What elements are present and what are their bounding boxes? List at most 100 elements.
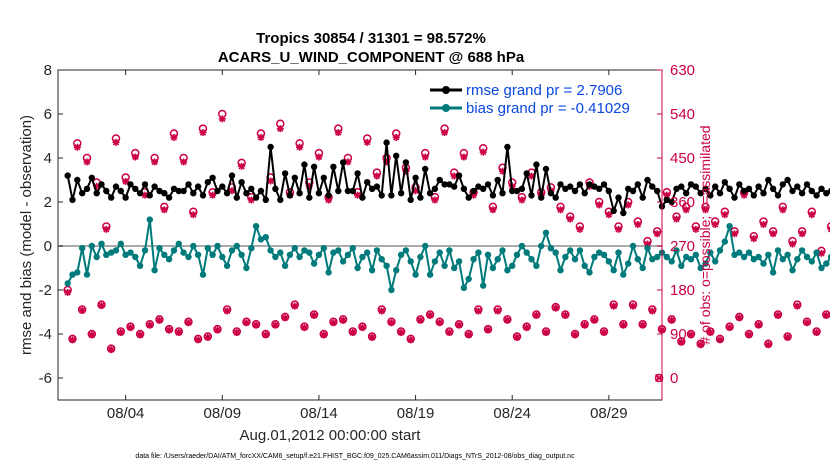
obs-assimilated-marker — [503, 316, 511, 324]
rmse-marker — [740, 187, 748, 195]
obs-assimilated-stroke — [354, 191, 361, 199]
rmse-marker — [417, 194, 424, 201]
obs-assimilated-marker — [358, 324, 366, 332]
obs-assimilated-stroke — [702, 206, 709, 213]
bias-marker — [697, 264, 704, 272]
obs-assimilated-marker — [566, 215, 574, 223]
rmse-marker — [180, 187, 187, 195]
bias-marker — [330, 249, 337, 256]
rmse-marker — [69, 196, 76, 203]
obs-assimilated-stroke — [320, 331, 327, 339]
rmse-marker — [378, 192, 385, 199]
bias-marker — [576, 247, 584, 254]
rmse-marker — [480, 185, 487, 192]
obs-assimilated-stroke — [422, 153, 429, 161]
rmse-marker — [267, 143, 274, 151]
obs-assimilated-marker — [112, 138, 120, 146]
obs-assimilated-stroke — [460, 153, 468, 161]
bias-marker — [808, 258, 815, 265]
obs-assimilated-stroke — [639, 322, 646, 329]
obs-assimilated-stroke — [344, 158, 352, 166]
rmse-marker — [286, 192, 294, 199]
obs-assimilated-stroke — [736, 314, 743, 322]
bias-marker — [79, 245, 86, 252]
bias-marker — [533, 262, 540, 269]
obs-assimilated-marker — [682, 206, 690, 214]
obs-assimilated-stroke — [654, 230, 661, 237]
bias-marker — [393, 267, 400, 274]
obs-assimilated-stroke — [716, 336, 724, 344]
plot-area — [57, 69, 663, 401]
bias-marker — [151, 267, 158, 274]
obs-assimilated-marker — [281, 314, 289, 322]
obs-assimilated-stroke — [649, 307, 656, 315]
obs-assimilated-stroke — [615, 226, 622, 233]
bias-marker — [286, 251, 294, 258]
rmse-marker — [538, 194, 545, 201]
obs-assimilated-stroke — [378, 307, 385, 315]
rmse-marker — [542, 165, 550, 173]
obs-assimilated-marker — [310, 311, 318, 319]
y-tick-label-right: 360 — [670, 194, 695, 211]
obs-assimilated-marker — [706, 329, 714, 337]
bias-marker — [784, 251, 791, 258]
rmse-marker — [571, 187, 579, 195]
obs-assimilated-stroke — [755, 322, 762, 329]
bias-marker — [407, 258, 414, 265]
obs-assimilated-stroke — [136, 331, 144, 339]
obs-assimilated-marker — [808, 211, 816, 219]
bias-marker — [750, 256, 757, 263]
y-tick-label-left: -2 — [39, 282, 52, 299]
rmse-marker — [146, 192, 153, 199]
rmse-marker — [586, 181, 593, 188]
bias-marker — [484, 251, 492, 258]
rmse-marker — [451, 183, 458, 190]
obs-assimilated-marker — [131, 153, 139, 161]
rmse-marker — [596, 185, 603, 192]
x-tick-label: 08/09 — [204, 405, 242, 422]
rmse-marker — [576, 181, 584, 188]
bias-marker — [238, 251, 245, 258]
rmse-marker — [509, 187, 516, 195]
bias-marker — [161, 251, 168, 258]
obs-assimilated-stroke — [330, 319, 337, 326]
obs-assimilated-stroke — [562, 312, 569, 319]
obs-assimilated-stroke — [112, 139, 120, 146]
rmse-marker — [784, 176, 791, 184]
obs-assimilated-marker — [557, 206, 565, 214]
bias-marker — [712, 258, 719, 265]
obs-assimilated-marker — [180, 158, 188, 166]
obs-assimilated-marker — [126, 324, 134, 332]
bias-marker — [605, 258, 612, 265]
obs-assimilated-marker — [329, 319, 337, 327]
obs-assimilated-marker — [416, 316, 424, 324]
obs-assimilated-stroke — [204, 334, 211, 341]
x-tick-label: 08/29 — [590, 405, 628, 422]
obs-assimilated-marker — [146, 321, 154, 329]
rmse-marker — [697, 190, 704, 197]
obs-assimilated-stroke — [301, 324, 308, 331]
rmse-marker — [364, 179, 371, 186]
rmse-marker — [683, 190, 690, 197]
obs-assimilated-marker — [769, 230, 777, 238]
rmse-marker — [117, 187, 125, 195]
obs-assimilated-stroke — [682, 206, 690, 213]
obs-assimilated-marker — [817, 249, 825, 257]
rmse-line — [66, 142, 830, 215]
obs-assimilated-marker — [175, 329, 183, 337]
obs-assimilated-marker — [88, 331, 96, 339]
bias-marker — [789, 267, 796, 274]
obs-assimilated-marker — [407, 336, 415, 344]
rmse-marker — [248, 185, 255, 192]
bias-marker — [228, 247, 236, 254]
obs-assimilated-stroke — [107, 346, 115, 353]
obs-assimilated-marker — [363, 138, 371, 146]
obs-assimilated-marker — [199, 129, 207, 137]
rmse-marker — [789, 187, 796, 195]
bias-marker — [760, 260, 767, 267]
bias-marker — [721, 238, 728, 245]
rmse-marker — [823, 190, 830, 197]
bias-marker — [571, 256, 579, 263]
obs-assimilated-stroke — [533, 312, 540, 319]
bias-marker — [581, 262, 588, 269]
